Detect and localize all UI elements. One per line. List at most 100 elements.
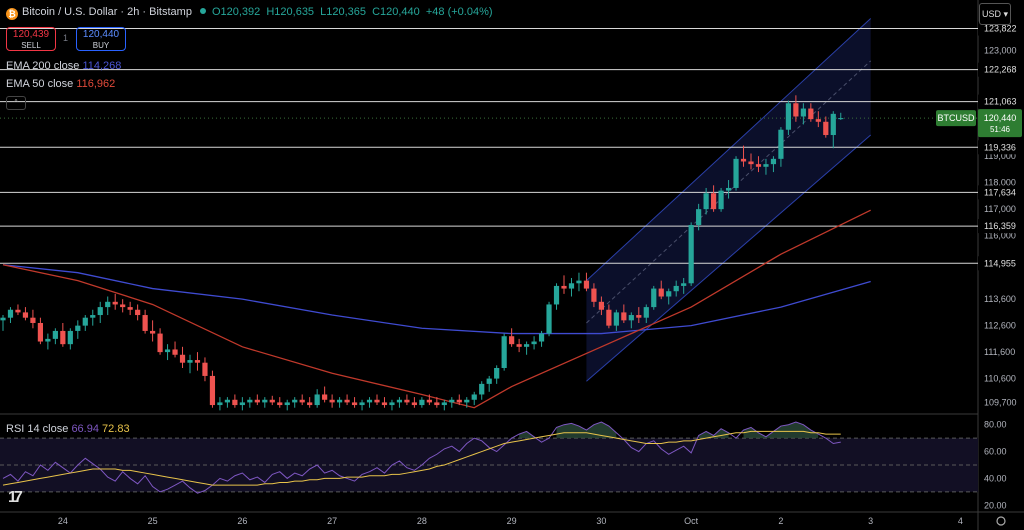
candle-body	[823, 121, 829, 136]
candle-body	[606, 309, 612, 326]
candle-body	[673, 285, 679, 292]
time-tick-label: 24	[58, 516, 68, 526]
spread-value: 1	[63, 33, 69, 43]
time-tick-label: 2	[778, 516, 783, 526]
tradingview-logo: 17	[8, 489, 23, 506]
rsi-line	[2, 421, 841, 494]
price-tick-label: 111,600	[984, 347, 1015, 357]
level-label: 121,063	[984, 97, 1017, 107]
candle-body	[75, 325, 81, 331]
ema50-value: 116,962	[76, 78, 116, 90]
candle-body	[733, 158, 739, 188]
candle-body	[164, 349, 171, 353]
buy-price: 120,440	[82, 29, 120, 40]
close-value: C120,440	[372, 6, 420, 18]
candle-body	[501, 336, 507, 368]
rsi-ma-line	[2, 430, 841, 486]
time-tick-label: 26	[237, 516, 247, 526]
candle-body	[643, 307, 649, 318]
candle-body	[224, 399, 230, 403]
candle-body	[628, 315, 634, 321]
candle-body	[82, 317, 88, 326]
candle-body	[509, 336, 515, 345]
bitcoin-icon: ₿	[6, 8, 18, 20]
price-tick-label: 119,000	[984, 151, 1016, 161]
candle-body	[202, 362, 208, 376]
candle-body	[748, 161, 754, 165]
buy-button[interactable]: 120,440 BUY	[76, 27, 126, 51]
time-tick-label: 4	[958, 516, 963, 526]
bar-countdown: 51:46	[990, 125, 1011, 134]
candle-body	[269, 399, 275, 403]
level-label: 116,359	[984, 221, 1016, 231]
channel-mid-line	[586, 60, 872, 324]
candle-body	[576, 280, 582, 284]
symbol-title[interactable]: Bitcoin / U.S. Dollar · 2h · Bitstamp	[22, 6, 192, 18]
candle-body	[471, 394, 477, 400]
price-tick-label: 118,000	[984, 178, 1016, 188]
candle-body	[598, 301, 604, 310]
candle-body	[785, 103, 791, 130]
rsi-overbought-fill	[556, 422, 617, 439]
candle-body	[217, 402, 223, 406]
candle-body	[179, 354, 186, 363]
candle-body	[157, 333, 163, 353]
price-tick-label: 112,600	[984, 321, 1016, 331]
candle-body	[613, 312, 619, 326]
collapse-legend-button[interactable]: ^	[6, 96, 26, 110]
candle-body	[479, 383, 485, 395]
level-label-bg	[978, 94, 1024, 109]
time-tick-label: 27	[327, 516, 337, 526]
price-tick-label: 113,600	[984, 294, 1016, 304]
ticker-symbol: BTCUSD	[937, 113, 975, 123]
rsi-band-fill	[0, 438, 978, 492]
candle-body	[37, 322, 43, 342]
candle-body	[426, 399, 432, 403]
candle-body	[419, 399, 425, 406]
open-value: O120,392	[211, 6, 261, 18]
candle-body	[209, 375, 216, 406]
candle-body	[524, 344, 530, 347]
level-label-bg	[978, 219, 1024, 234]
rsi-tick-label: 60.00	[984, 447, 1007, 457]
candle-body	[651, 288, 657, 308]
candle-body	[434, 402, 440, 406]
candle-body	[344, 399, 350, 403]
candle-body	[284, 402, 290, 406]
rsi-tick-label: 80.00	[984, 420, 1007, 430]
level-label-bg	[978, 185, 1024, 200]
candle-body	[681, 283, 687, 286]
candle-body	[763, 164, 769, 167]
last-price-label: 120,440	[984, 113, 1017, 123]
candle-body	[553, 285, 560, 305]
candle-body	[815, 119, 821, 122]
ema50-line	[2, 209, 871, 409]
sell-button[interactable]: 120,439 SELL	[6, 27, 56, 51]
candle-body	[22, 312, 29, 318]
candle-body	[337, 399, 343, 403]
ema50-legend[interactable]: EMA 50 close 116,962	[6, 78, 115, 90]
candle-body	[464, 399, 470, 403]
ema200-legend[interactable]: EMA 200 close 114,268	[6, 60, 121, 72]
time-tick-label: 28	[417, 516, 427, 526]
candle-body	[0, 317, 6, 321]
level-label: 122,268	[984, 65, 1017, 75]
candle-body	[292, 399, 298, 403]
candle-body	[7, 309, 14, 318]
candle-body	[838, 118, 844, 120]
candle-body	[239, 402, 245, 406]
price-tick-label: 110,600	[984, 374, 1016, 384]
candle-body	[381, 402, 388, 406]
candle-body	[60, 330, 66, 345]
candle-body	[396, 399, 403, 403]
rsi-legend[interactable]: RSI 14 close 66.94 72.83	[6, 423, 130, 435]
candle-body	[366, 399, 373, 403]
candle-body	[15, 309, 21, 313]
currency-selector[interactable]: USD ▾	[979, 3, 1011, 25]
candle-body	[307, 402, 313, 406]
level-label-bg	[978, 140, 1024, 155]
candle-body	[277, 402, 283, 406]
time-tick-label: 3	[868, 516, 873, 526]
buy-label: BUY	[92, 41, 110, 50]
